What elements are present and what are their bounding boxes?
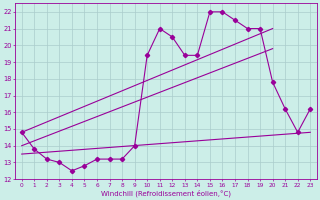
X-axis label: Windchill (Refroidissement éolien,°C): Windchill (Refroidissement éolien,°C) <box>101 189 231 197</box>
